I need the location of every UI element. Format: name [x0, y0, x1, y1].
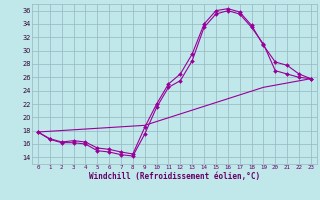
X-axis label: Windchill (Refroidissement éolien,°C): Windchill (Refroidissement éolien,°C)	[89, 172, 260, 181]
